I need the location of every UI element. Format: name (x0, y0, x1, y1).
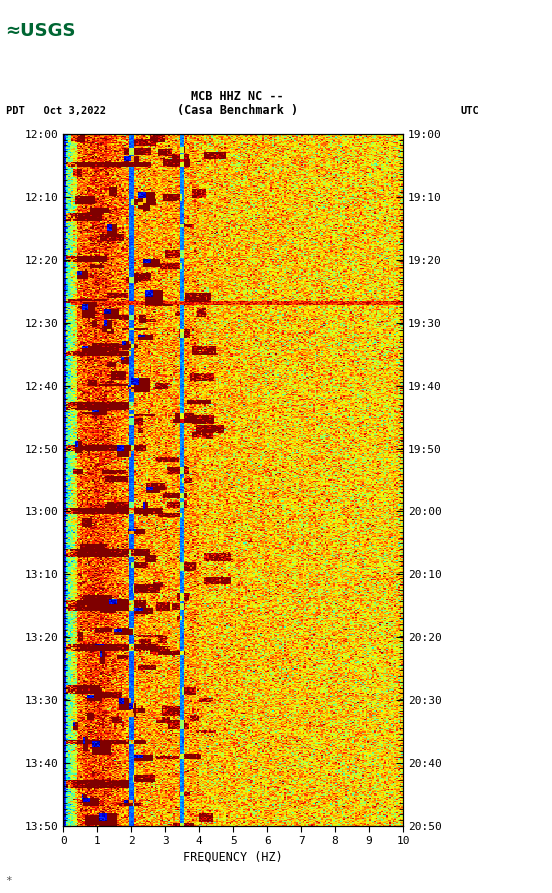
Text: ≈USGS: ≈USGS (6, 22, 76, 40)
X-axis label: FREQUENCY (HZ): FREQUENCY (HZ) (183, 851, 283, 864)
Text: *: * (6, 876, 12, 886)
Text: MCB HHZ NC --: MCB HHZ NC -- (191, 90, 284, 103)
Text: PDT   Oct 3,2022: PDT Oct 3,2022 (6, 105, 105, 116)
Text: UTC: UTC (461, 105, 480, 116)
Text: (Casa Benchmark ): (Casa Benchmark ) (177, 104, 298, 117)
